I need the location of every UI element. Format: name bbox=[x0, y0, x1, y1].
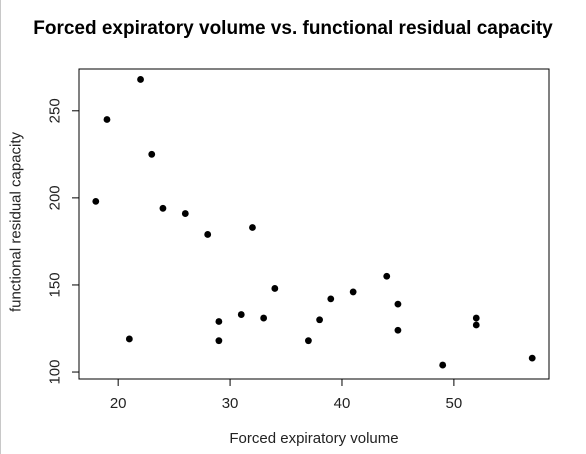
window-edge bbox=[0, 0, 1, 454]
data-point bbox=[237, 311, 245, 318]
data-point bbox=[249, 224, 256, 231]
data-point bbox=[327, 295, 335, 303]
data-point bbox=[439, 361, 447, 369]
data-point bbox=[349, 288, 357, 296]
data-point bbox=[159, 204, 167, 212]
y-axis: 100 150 200 250 bbox=[47, 98, 79, 385]
plot-frame bbox=[78, 68, 550, 380]
y-tick-label: 250 bbox=[47, 98, 64, 123]
chart-title: Forced expiratory volume vs. functional … bbox=[33, 18, 553, 39]
data-point bbox=[103, 116, 111, 123]
x-tick-label: 40 bbox=[334, 395, 351, 412]
x-axis: 20 30 40 50 bbox=[110, 379, 462, 412]
data-point bbox=[271, 285, 279, 292]
x-tick-label: 20 bbox=[110, 395, 127, 412]
data-point bbox=[316, 316, 323, 324]
data-point bbox=[148, 150, 156, 158]
data-point bbox=[472, 314, 480, 322]
data-point bbox=[215, 318, 223, 325]
data-point bbox=[137, 76, 144, 83]
x-axis-label: Forced expiratory volume bbox=[229, 430, 399, 447]
data-point bbox=[528, 354, 536, 362]
y-tick-label: 150 bbox=[47, 272, 64, 297]
data-point bbox=[125, 335, 133, 343]
data-points bbox=[92, 76, 536, 369]
data-point bbox=[215, 337, 223, 345]
data-point bbox=[181, 210, 189, 217]
y-tick-label: 200 bbox=[47, 185, 64, 210]
data-point bbox=[472, 321, 480, 329]
x-tick-label: 50 bbox=[446, 395, 463, 412]
data-point bbox=[394, 300, 402, 308]
data-point bbox=[394, 326, 402, 334]
data-point bbox=[92, 197, 100, 205]
y-axis-label: functional residual capacity bbox=[7, 131, 25, 313]
data-point bbox=[204, 231, 212, 238]
data-point bbox=[383, 272, 391, 280]
data-point bbox=[260, 314, 268, 322]
y-tick-label: 100 bbox=[47, 360, 64, 385]
x-tick-label: 30 bbox=[222, 395, 239, 412]
data-point bbox=[305, 337, 312, 345]
